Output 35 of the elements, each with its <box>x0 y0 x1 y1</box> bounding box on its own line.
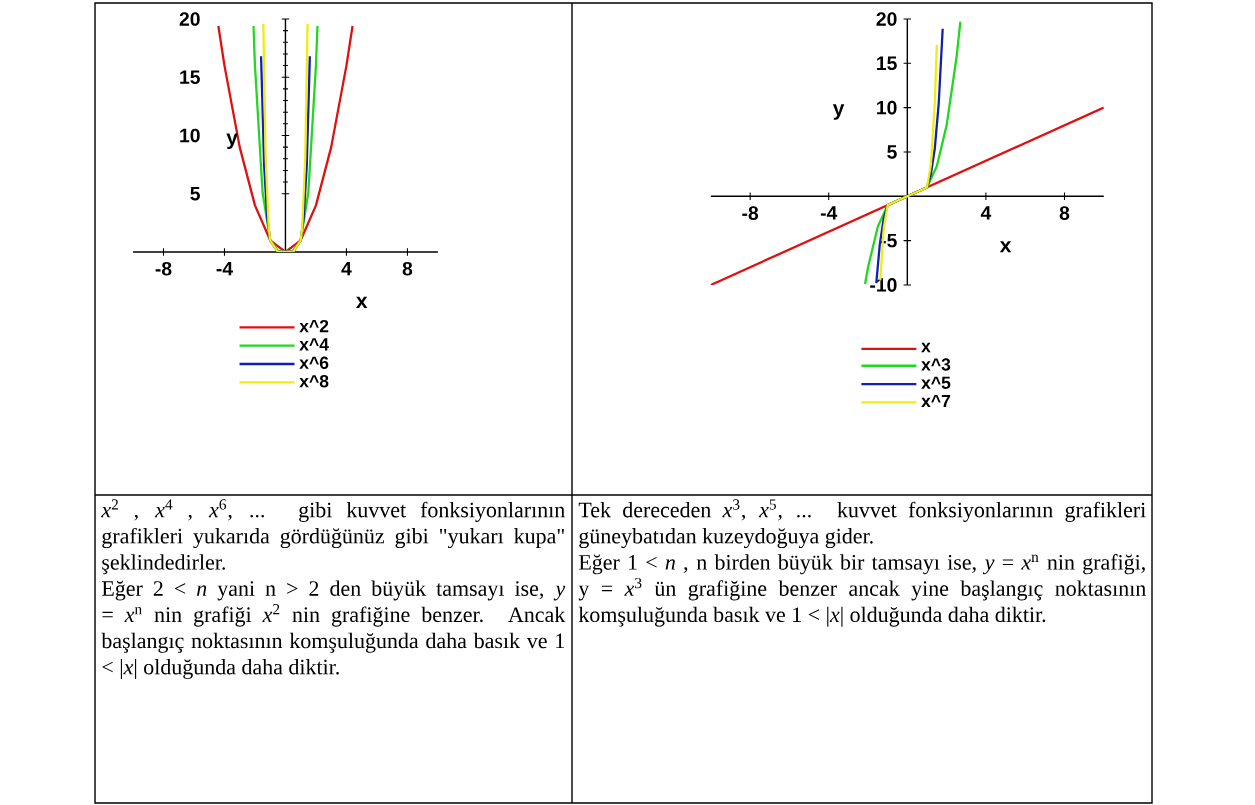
legend-label: x^8 <box>299 374 329 388</box>
x-tick-label: 8 <box>402 261 413 276</box>
y-tick-label: 15 <box>180 70 200 84</box>
y-tick-label: 20 <box>876 12 897 26</box>
line-series <box>217 24 354 252</box>
x-tick-label: -4 <box>820 206 838 220</box>
legend-label: x^4 <box>299 338 329 351</box>
x-tick-label: 8 <box>1059 206 1070 220</box>
y-tick-label: 5 <box>887 145 897 159</box>
y-axis-title: y <box>226 133 238 150</box>
legend-label: x^7 <box>921 394 951 408</box>
y-tick-label: 5 <box>190 186 200 201</box>
text: Tek dereceden x$^{3}$, x$^{5}$, ... kuvvet fonksiyonlarının grafikleri güneybatıdan kuzeydoğuya gider. <box>578 499 1146 549</box>
legend-label: x^3 <box>921 358 951 371</box>
x-tick-label: 4 <box>341 261 352 276</box>
text: Eğer 1 < n , n birden büyük bir tamsayı ise, y = x$^{n}$ nin grafiği, y = x$^{3}$ ün grafiğine benzer ancak yine başlangıç noktasının komşuluğunda basık ve 1 < |x| olduğunda daha diktir. <box>578 554 1146 627</box>
y-tick-label: 10 <box>877 100 897 115</box>
text: Eğer 2 < n yani n > 2 den büyük tamsayı ise, y = x$^{n}$ nin grafiği x$^{2}$ nin grafiğine benzer. Ancak başlangıç noktasının komşuluğunda daha basık ve 1 < |x| olduğunda daha diktir. <box>101 580 566 679</box>
x-tick-label: -8 <box>155 261 172 276</box>
x-tick-label: 4 <box>980 206 992 220</box>
legend-label: x^5 <box>921 376 951 389</box>
x-tick-label: -4 <box>216 261 233 276</box>
x-axis-title: x <box>355 296 368 308</box>
text: x$^{2}$ , x$^{4}$ , x$^{6}$, ... gibi kuvvet fonksiyonlarının grafikleri yukarıda gördüğünüz gibi "yukarı kupa" şeklindedirler. <box>101 499 565 575</box>
legend-label: x <box>921 342 931 353</box>
x-axis-title: x <box>999 241 1012 253</box>
legend-label: x^2 <box>299 319 329 333</box>
y-tick-label: -10 <box>870 278 897 292</box>
line-series <box>252 24 319 252</box>
y-axis-title: y <box>832 104 845 120</box>
y-tick-label: 15 <box>877 56 897 71</box>
y-tick-label: 20 <box>179 12 200 26</box>
legend-label: x^6 <box>299 356 329 369</box>
x-tick-label: -8 <box>742 206 759 220</box>
y-tick-label: 10 <box>180 128 200 143</box>
